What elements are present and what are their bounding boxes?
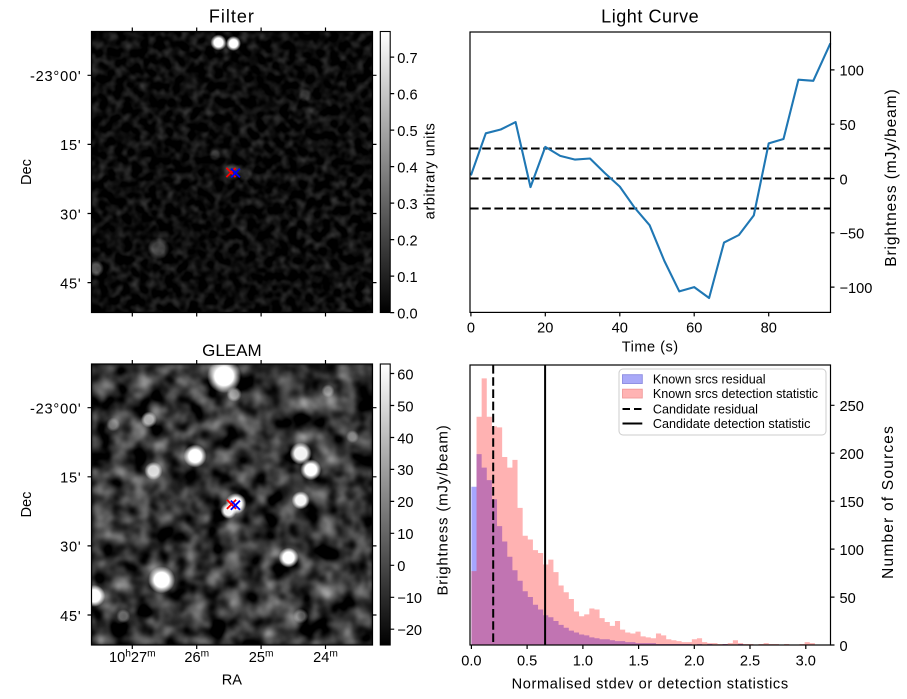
svg-text:0.1: 0.1 [397,270,417,286]
svg-text:10: 10 [397,527,413,543]
svg-text:−50: −50 [840,227,865,243]
svg-text:0.2: 0.2 [397,233,417,249]
svg-text:RA: RA [222,673,243,689]
svg-text:Number of Sources: Number of Sources [880,425,897,579]
svg-text:2.5: 2.5 [740,654,760,670]
svg-text:2.0: 2.0 [684,654,704,670]
svg-text:45': 45' [60,276,81,292]
svg-text:Light Curve: Light Curve [601,7,699,27]
svg-text:Filter: Filter [209,7,255,27]
svg-text:Known srcs residual: Known srcs residual [653,373,766,387]
svg-text:45': 45' [60,609,81,625]
svg-text:20: 20 [537,321,553,337]
svg-text:15': 15' [60,471,81,487]
svg-text:80: 80 [761,321,777,337]
svg-text:0: 0 [840,639,848,655]
svg-text:3.0: 3.0 [796,654,816,670]
svg-text:40: 40 [397,431,413,447]
svg-text:0: 0 [467,321,475,337]
svg-text:50: 50 [840,591,856,607]
svg-text:-23°00': -23°00' [30,402,82,418]
svg-text:0: 0 [397,559,405,575]
svg-text:Normalised stdev or detection: Normalised stdev or detection statistics [512,677,789,693]
svg-text:Brightness (mJy/beam): Brightness (mJy/beam) [435,424,452,595]
svg-text:Dec: Dec [19,159,35,185]
svg-text:0: 0 [840,172,848,188]
svg-text:20: 20 [397,495,413,511]
svg-text:60: 60 [397,367,413,383]
svg-text:1.5: 1.5 [628,654,648,670]
svg-text:200: 200 [840,447,864,463]
svg-text:15': 15' [60,138,81,154]
svg-text:0.0: 0.0 [461,654,481,670]
svg-text:Brightness (mJy/beam): Brightness (mJy/beam) [883,88,900,266]
svg-text:0.7: 0.7 [397,51,417,67]
svg-text:1.0: 1.0 [573,654,593,670]
svg-text:100: 100 [840,543,864,559]
svg-text:Candidate residual: Candidate residual [653,403,758,417]
svg-text:Time (s): Time (s) [622,340,679,356]
svg-text:10h27m: 10h27m [109,649,156,667]
svg-text:30': 30' [60,207,81,223]
svg-text:40: 40 [612,321,628,337]
svg-text:0.6: 0.6 [397,87,417,103]
svg-text:60: 60 [686,321,702,337]
svg-text:Candidate detection statistic: Candidate detection statistic [653,417,811,431]
svg-text:arbitrary units: arbitrary units [422,123,438,220]
svg-text:Dec: Dec [19,492,35,518]
svg-text:30: 30 [397,463,413,479]
svg-text:0.0: 0.0 [397,306,417,322]
svg-text:0.5: 0.5 [397,124,417,140]
svg-text:50: 50 [397,399,413,415]
svg-text:-23°00': -23°00' [30,69,82,85]
svg-text:GLEAM: GLEAM [202,341,262,360]
svg-text:−10: −10 [397,591,422,607]
svg-text:50: 50 [840,118,856,134]
svg-text:30': 30' [60,540,81,556]
svg-text:0.4: 0.4 [397,160,417,176]
svg-text:0.5: 0.5 [517,654,537,670]
svg-text:0.3: 0.3 [397,197,417,213]
svg-text:250: 250 [840,399,864,415]
svg-text:−20: −20 [397,623,422,639]
svg-text:Known srcs detection statistic: Known srcs detection statistic [653,387,818,401]
svg-text:100: 100 [840,64,864,80]
svg-text:−100: −100 [840,281,873,297]
svg-text:150: 150 [840,495,864,511]
